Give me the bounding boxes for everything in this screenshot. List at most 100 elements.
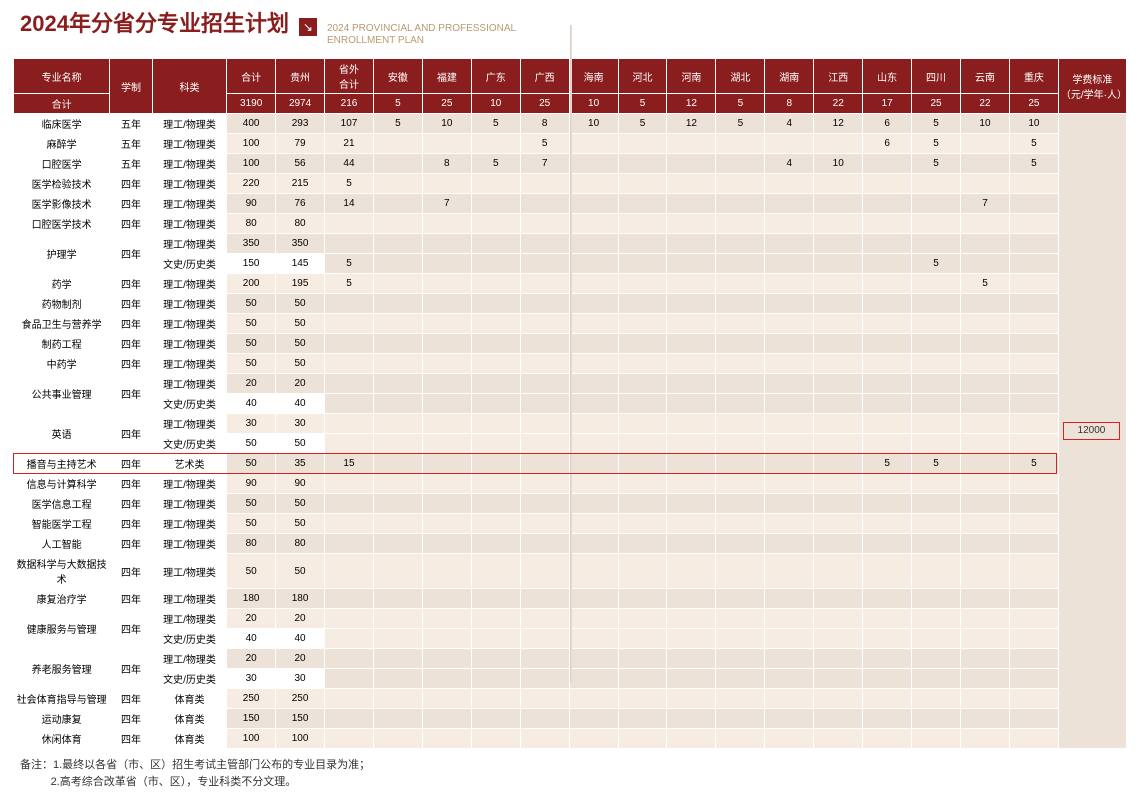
cell: [716, 214, 765, 234]
cell: 8: [422, 154, 471, 174]
cell: [569, 314, 618, 334]
cell: [765, 554, 814, 589]
cell: [1009, 554, 1058, 589]
cell: [471, 609, 520, 629]
cell: [422, 394, 471, 414]
cell: [1009, 194, 1058, 214]
cell: [618, 554, 667, 589]
cell: [618, 729, 667, 749]
cell: [667, 474, 716, 494]
fee-value: 12000: [1063, 425, 1119, 436]
cell: [765, 134, 814, 154]
cell: [814, 274, 863, 294]
subtitle-line1: 2024 PROVINCIAL AND PROFESSIONAL: [327, 23, 516, 34]
cell: [325, 689, 374, 709]
cell: [814, 194, 863, 214]
cell: [863, 514, 912, 534]
cell: [618, 274, 667, 294]
cell: [814, 134, 863, 154]
cell: [618, 234, 667, 254]
cell: 5: [471, 114, 520, 134]
cell: 四年: [110, 454, 153, 474]
cell: 20: [227, 649, 276, 669]
cell: [373, 434, 422, 454]
cell: 30: [276, 669, 325, 689]
col-header: 湖南: [765, 59, 814, 94]
cell: 40: [227, 394, 276, 414]
cell: [667, 234, 716, 254]
cell: [520, 609, 569, 629]
cell: 四年: [110, 589, 153, 609]
cell: [618, 194, 667, 214]
cell: [814, 174, 863, 194]
cell: 20: [276, 609, 325, 629]
cell: [814, 494, 863, 514]
cell: [667, 334, 716, 354]
cell: [618, 454, 667, 474]
cell: [569, 214, 618, 234]
cell: [618, 589, 667, 609]
cell: [814, 589, 863, 609]
cell: 12: [667, 114, 716, 134]
cell: [569, 609, 618, 629]
cell: [569, 414, 618, 434]
col-header: 海南: [569, 59, 618, 94]
cell: [1009, 214, 1058, 234]
cell: 90: [276, 474, 325, 494]
cell: [667, 414, 716, 434]
cell: [765, 174, 814, 194]
cell: [863, 174, 912, 194]
cell: [422, 474, 471, 494]
cell: [569, 134, 618, 154]
cell: [912, 629, 961, 649]
cell: [961, 609, 1010, 629]
cell: 30: [227, 669, 276, 689]
col-header: 25: [520, 94, 569, 114]
cell: [1009, 494, 1058, 514]
cell: [863, 474, 912, 494]
cell: 40: [276, 394, 325, 414]
cell: 四年: [110, 534, 153, 554]
subtitle-line2: ENROLLMENT PLAN: [327, 35, 424, 46]
cell: [716, 234, 765, 254]
cell: [373, 709, 422, 729]
cell: 50: [227, 294, 276, 314]
cell: [1009, 729, 1058, 749]
cell: [863, 649, 912, 669]
cell: [1009, 394, 1058, 414]
cell: [618, 134, 667, 154]
cell: 50: [276, 434, 325, 454]
cell: [471, 374, 520, 394]
cell: 麻醉学: [14, 134, 110, 154]
cell: [569, 474, 618, 494]
cell: [422, 669, 471, 689]
cell: [471, 434, 520, 454]
cell: 100: [227, 154, 276, 174]
col-header: 8: [765, 94, 814, 114]
cell: [1009, 534, 1058, 554]
cell: [912, 609, 961, 629]
col-header: 贵州: [276, 59, 325, 94]
cell: [569, 689, 618, 709]
cell: 50: [227, 494, 276, 514]
cell: [471, 134, 520, 154]
cell: 200: [227, 274, 276, 294]
cell: [716, 609, 765, 629]
cell: [912, 414, 961, 434]
cell: [471, 554, 520, 589]
cell: [618, 494, 667, 514]
cell: [814, 729, 863, 749]
cell: [471, 689, 520, 709]
cell: 12: [814, 114, 863, 134]
cell: 人工智能: [14, 534, 110, 554]
cell: 理工/物理类: [152, 609, 226, 629]
cell: 制药工程: [14, 334, 110, 354]
cell: 79: [276, 134, 325, 154]
col-header: 福建: [422, 59, 471, 94]
cell: [765, 194, 814, 214]
cell: [471, 334, 520, 354]
cell: [667, 609, 716, 629]
cell: 50: [227, 434, 276, 454]
cell: [716, 589, 765, 609]
cell: 7: [961, 194, 1010, 214]
